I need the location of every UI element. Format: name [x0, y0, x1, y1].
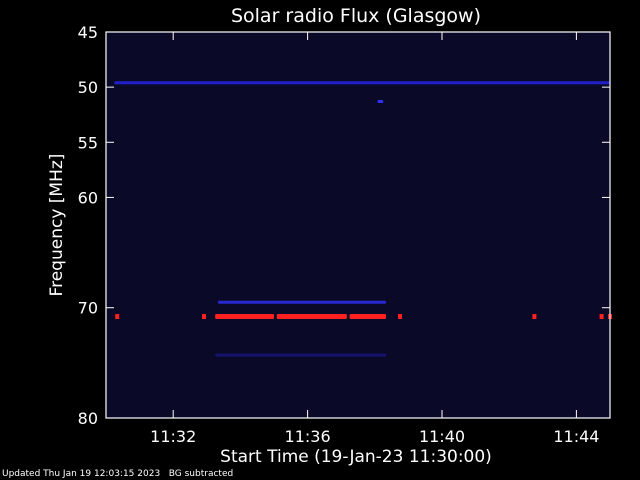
spot-mark — [599, 314, 604, 320]
footer-updated: Updated Thu Jan 19 12:03:15 2023 — [2, 469, 161, 479]
footer-bar: Updated Thu Jan 19 12:03:15 2023 BG subt… — [2, 469, 233, 479]
feature-band-74 — [215, 353, 386, 357]
y-tick-label: 45 — [78, 23, 98, 42]
y-axis-label: Frequency [MHz] — [47, 154, 67, 297]
spot-mark — [202, 314, 206, 320]
spot-mark — [115, 314, 120, 320]
feature-strong-band — [215, 314, 274, 320]
ticks-layer: 45 50 55 60 70 80 11:32 11:36 11:40 11:44 — [78, 23, 610, 446]
footer-note: BG subtracted — [168, 469, 234, 479]
spot-mark — [398, 314, 402, 320]
y-tick-label: 60 — [78, 188, 98, 207]
x-tick-label: 11:40 — [419, 427, 465, 446]
feature-strong-band — [349, 314, 386, 320]
plot-background — [106, 32, 610, 418]
feature-strong-band — [276, 314, 347, 320]
feature-band-50 — [114, 81, 611, 85]
x-axis-label: Start Time (19-Jan-23 11:30:00) — [220, 447, 492, 467]
spot-mark — [532, 314, 537, 320]
chart-title: Solar radio Flux (Glasgow) — [231, 5, 481, 27]
x-tick-label: 11:36 — [285, 427, 331, 446]
y-tick-label: 55 — [78, 133, 98, 152]
x-tick-label: 11:44 — [553, 427, 599, 446]
y-tick-label: 70 — [78, 299, 98, 318]
plot-frame — [105, 31, 611, 419]
feature-spot-51 — [377, 99, 384, 103]
feature-band-70-upper — [218, 300, 386, 304]
y-tick-label: 50 — [78, 78, 98, 97]
x-tick-label: 11:32 — [150, 427, 196, 446]
y-tick-label: 80 — [78, 409, 98, 428]
